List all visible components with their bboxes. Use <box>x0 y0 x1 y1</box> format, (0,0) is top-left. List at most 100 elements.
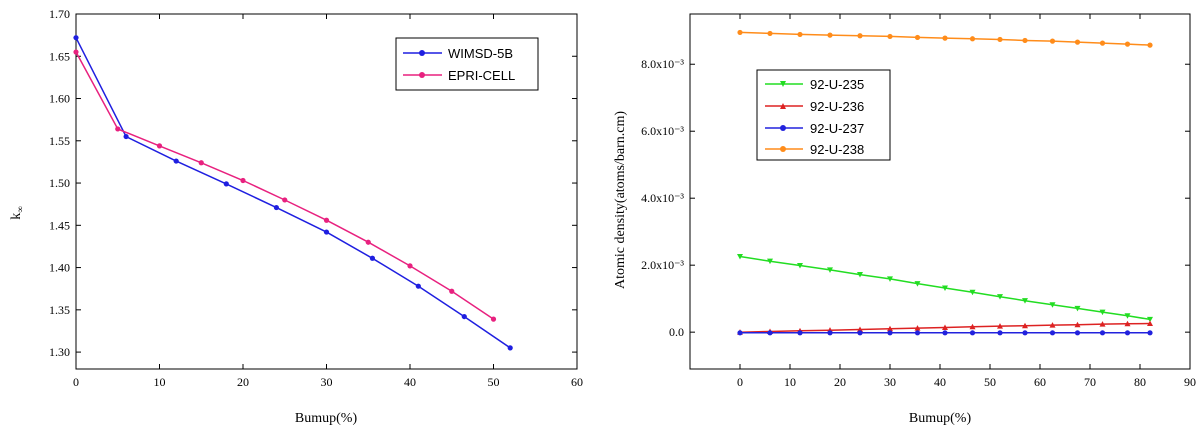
right-legend-label-u235: 92-U-235 <box>810 77 864 92</box>
data-point-92-u-237 <box>997 330 1003 336</box>
data-point-92-u-235 <box>914 281 921 287</box>
data-point-92-u-238 <box>969 36 976 42</box>
data-point-92-u-236 <box>914 325 921 331</box>
y-tick-label: 1.50 <box>49 176 70 190</box>
right-legend: 92-U-235 92-U-236 92-U-237 92-U-238 <box>756 69 891 161</box>
data-point-92-u-237 <box>827 330 833 336</box>
data-point-epri-cell <box>490 316 497 322</box>
data-point-wimsd-5b <box>223 181 229 187</box>
data-point-92-u-238 <box>827 32 833 38</box>
data-point-92-u-235 <box>1124 313 1131 319</box>
right-plot-frame <box>689 13 1191 370</box>
x-tick-label: 50 <box>488 375 500 389</box>
data-point-92-u-235 <box>827 267 833 273</box>
left-legend: WIMSD-5B EPRI-CELL <box>395 37 539 91</box>
x-tick-label: 90 <box>1184 375 1196 389</box>
data-point-92-u-236 <box>1022 322 1028 329</box>
x-tick-label: 40 <box>404 375 416 389</box>
data-point-epri-cell <box>323 217 330 223</box>
data-point-92-u-237 <box>737 330 743 336</box>
data-point-92-u-237 <box>887 330 893 336</box>
y-tick-label: 8.0x10⁻³ <box>641 57 684 71</box>
data-point-92-u-237 <box>914 330 921 336</box>
right-legend-label-u236: 92-U-236 <box>810 99 864 114</box>
data-point-92-u-235 <box>1074 305 1081 312</box>
data-point-92-u-238 <box>737 29 743 36</box>
left-legend-box <box>395 37 539 91</box>
data-point-92-u-237 <box>1099 330 1106 336</box>
data-point-wimsd-5b <box>73 35 79 41</box>
y-tick-label: 6.0x10⁻³ <box>641 124 684 138</box>
right-y-axis-label: Atomic density(atoms/barn.cm) <box>613 111 628 289</box>
left-series-group <box>73 35 513 351</box>
data-point-92-u-238 <box>797 31 803 38</box>
data-point-92-u-237 <box>1074 330 1081 336</box>
right-series-group <box>737 29 1153 336</box>
x-tick-label: 30 <box>321 375 333 389</box>
right-legend-marker-u235 <box>780 81 786 87</box>
right-chart-atomic-density: 0 10 20 30 40 50 60 70 80 90 0.0 2.0x10⁻³ 4.0x10⁻³ 6… <box>613 13 1196 426</box>
data-point-92-u-235 <box>1049 302 1056 308</box>
data-point-epri-cell <box>365 239 371 245</box>
left-legend-marker-wimsd <box>419 50 425 56</box>
left-y-axis-label-main: k <box>9 213 24 220</box>
y-tick-label: 1.40 <box>49 261 70 275</box>
series-line-epri-cell <box>75 51 494 320</box>
left-legend-label-epri: EPRI-CELL <box>448 68 515 83</box>
data-point-wimsd-5b <box>173 158 179 164</box>
x-tick-label: 20 <box>834 375 846 389</box>
left-legend-marker-epri <box>419 72 425 78</box>
y-tick-label: 4.0x10⁻³ <box>641 191 684 205</box>
data-point-92-u-235 <box>797 263 803 269</box>
left-y-axis-label-sub: ∞ <box>15 206 25 212</box>
right-legend-entry-u236: 92-U-236 <box>765 99 864 114</box>
data-point-92-u-235 <box>737 253 743 260</box>
data-point-92-u-237 <box>767 330 773 336</box>
data-point-92-u-236 <box>969 323 976 330</box>
data-point-epri-cell <box>198 160 204 166</box>
data-point-92-u-238 <box>942 35 948 41</box>
right-legend-label-u238: 92-U-238 <box>810 142 864 157</box>
data-point-92-u-237 <box>1049 330 1056 336</box>
right-legend-box <box>756 69 891 161</box>
y-tick-label: 1.65 <box>49 49 70 63</box>
x-tick-label: 10 <box>784 375 796 389</box>
data-point-92-u-237 <box>1022 330 1028 336</box>
data-point-92-u-238 <box>1049 38 1056 44</box>
data-point-wimsd-5b <box>323 229 330 235</box>
x-tick-label: 10 <box>154 375 166 389</box>
series-line-92-u-236 <box>739 322 1151 333</box>
data-point-epri-cell <box>115 126 121 132</box>
data-point-92-u-238 <box>1022 37 1028 44</box>
right-legend-entry-u238: 92-U-238 <box>765 142 864 157</box>
y-tick-label: 1.70 <box>49 7 70 21</box>
x-tick-label: 20 <box>237 375 249 389</box>
data-point-92-u-235 <box>1022 298 1028 304</box>
x-tick-label: 60 <box>1034 375 1046 389</box>
data-point-92-u-236 <box>857 326 863 332</box>
y-tick-label: 1.60 <box>49 92 70 106</box>
right-y-ticks: 0.0 2.0x10⁻³ 4.0x10⁻³ 6.0x10⁻³ 8.0x10⁻³ <box>641 57 1190 339</box>
x-tick-label: 30 <box>884 375 896 389</box>
series-line-92-u-235 <box>739 255 1151 321</box>
data-point-92-u-235 <box>969 289 976 296</box>
left-legend-label-wimsd: WIMSD-5B <box>448 46 513 61</box>
y-tick-label: 2.0x10⁻³ <box>641 258 684 272</box>
y-tick-label: 0.0 <box>669 325 684 339</box>
x-tick-label: 60 <box>571 375 583 389</box>
data-point-92-u-238 <box>1074 39 1081 45</box>
data-point-epri-cell <box>156 143 163 149</box>
right-legend-entry-u235: 92-U-235 <box>765 77 864 92</box>
x-tick-label: 40 <box>934 375 946 389</box>
data-point-92-u-237 <box>1124 330 1131 336</box>
data-point-92-u-237 <box>942 330 948 336</box>
right-x-axis-label: Bumup(%) <box>909 411 972 426</box>
x-tick-label: 0 <box>737 375 743 389</box>
y-tick-label: 1.55 <box>49 134 70 148</box>
data-point-92-u-238 <box>997 36 1003 43</box>
data-point-92-u-237 <box>857 330 863 336</box>
x-tick-label: 50 <box>984 375 996 389</box>
data-point-92-u-235 <box>767 258 773 265</box>
data-point-92-u-236 <box>1147 320 1153 326</box>
